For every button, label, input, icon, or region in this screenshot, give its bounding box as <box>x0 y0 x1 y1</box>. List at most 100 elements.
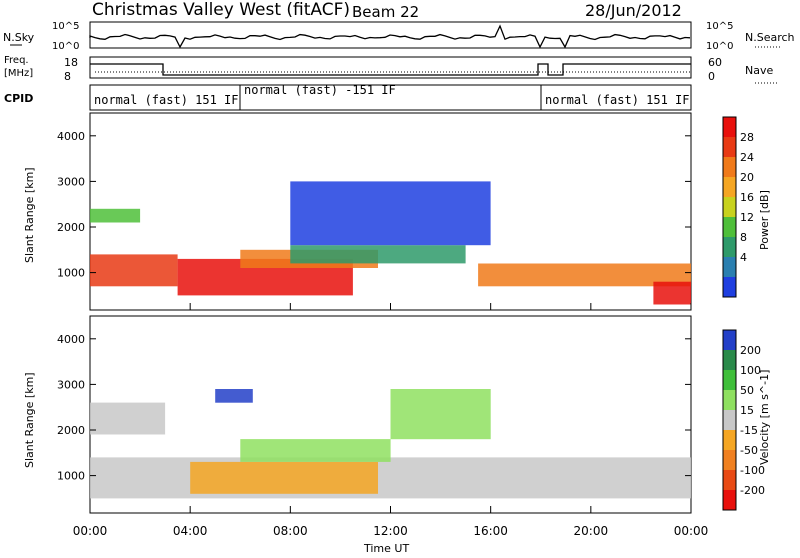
colorbar-segment <box>723 350 736 370</box>
power-cells <box>90 181 691 305</box>
freq-tick-bottom: 8 <box>64 70 71 83</box>
colorbar-tick-label: 15 <box>740 404 754 417</box>
colorbar-frame <box>722 116 737 298</box>
velocity-colorbar: 200 100 50 15 -15 -50 -100 -200 <box>722 329 765 511</box>
noise-sky-label: N.Sky <box>3 31 35 44</box>
power-colorbar-label: Power [dB] <box>758 190 771 250</box>
echo-region <box>90 402 166 435</box>
nave-tick-top: 60 <box>708 56 722 69</box>
colorbar-frame <box>722 329 737 511</box>
colorbar-tick-label: 20 <box>740 171 754 184</box>
echo-region <box>290 245 466 264</box>
noise-tick-left-top: 10^5 <box>52 21 79 32</box>
velocity-y-axis-label: Slant Range [km] <box>23 372 36 468</box>
echo-region <box>190 461 378 494</box>
colorbar-segment <box>723 330 736 350</box>
colorbar-segment <box>723 390 736 410</box>
echo-region <box>90 208 141 223</box>
frequency-strip: Freq. [MHz] 18 8 60 0 Nave <box>4 55 778 84</box>
power-colorbar: 28 24 20 16 12 8 4 <box>722 116 754 298</box>
colorbar-tick-label: 200 <box>740 344 761 357</box>
y-tick-label: 2000 <box>57 424 85 437</box>
date-label: 28/Jun/2012 <box>585 1 682 20</box>
noise-tick-left-bottom: 10^0 <box>52 41 79 52</box>
velocity-colorbar-label: Velocity [m s^-1] <box>758 370 771 465</box>
colorbar-segment <box>723 277 736 297</box>
nave-tick-bottom: 0 <box>708 70 715 83</box>
power-y-ticks: 1000 2000 3000 4000 <box>57 130 691 280</box>
colorbar-segment <box>723 237 736 257</box>
cpid-segment-2: normal (fast) -151 IF <box>244 83 396 97</box>
x-tick-label: 04:00 <box>173 524 208 538</box>
cpid-segment-1: normal (fast) 151 IF <box>94 93 239 107</box>
colorbar-segment <box>723 157 736 177</box>
x-tick-label: 16:00 <box>473 524 508 538</box>
colorbar-segment <box>723 450 736 470</box>
power-panel: 1000 2000 3000 4000 Slant Range [km] 28 24 20… <box>23 112 771 311</box>
colorbar-segment <box>723 470 736 490</box>
echo-region <box>90 254 178 287</box>
y-tick-label: 1000 <box>57 267 85 280</box>
frequency-trace <box>90 63 691 76</box>
x-tick-label: 00:00 <box>674 524 709 538</box>
echo-region <box>653 281 691 305</box>
cpid-strip: CPID normal (fast) 151 IF normal (fast) … <box>4 83 692 111</box>
x-axis-label: Time UT <box>363 542 409 554</box>
freq-label-line2: [MHz] <box>4 68 33 79</box>
velocity-y-ticks: 1000 2000 3000 4000 <box>57 333 691 483</box>
y-tick-label: 1000 <box>57 470 85 483</box>
echo-region <box>215 389 253 403</box>
noise-tick-right-bottom: 10^0 <box>706 41 733 52</box>
colorbar-segment <box>723 217 736 237</box>
colorbar-segment <box>723 430 736 450</box>
colorbar-tick-label: 16 <box>740 191 754 204</box>
colorbar-segment <box>723 257 736 277</box>
colorbar-tick-label: -100 <box>740 464 765 477</box>
colorbar-segment <box>723 137 736 157</box>
velocity-cells <box>90 389 691 499</box>
colorbar-segment <box>723 490 736 510</box>
colorbar-tick-label: -50 <box>740 444 758 457</box>
freq-tick-top: 18 <box>64 56 78 69</box>
echo-region <box>90 457 691 499</box>
y-tick-label: 4000 <box>57 130 85 143</box>
echo-region <box>478 263 691 287</box>
noise-trace <box>89 24 691 49</box>
noise-strip: N.Sky 10^5 10^0 10^5 10^0 N.Search <box>3 21 795 52</box>
station-title: Christmas Valley West (fitACF) <box>92 0 350 20</box>
y-tick-label: 3000 <box>57 175 85 188</box>
colorbar-tick-label: 100 <box>740 364 761 377</box>
velocity-panel: 1000 2000 3000 4000 Slant Range [km] 200 100… <box>23 315 771 514</box>
echo-region <box>290 181 491 246</box>
noise-search-label: N.Search <box>745 31 795 44</box>
colorbar-segment <box>723 177 736 197</box>
colorbar-tick-label: 4 <box>740 251 747 264</box>
colorbar-segment <box>723 117 736 137</box>
cpid-label: CPID <box>4 92 33 105</box>
x-axis-ticks: 00:00 04:00 08:00 12:00 16:00 20:00 00:00 <box>73 303 709 538</box>
echo-region <box>390 389 491 440</box>
x-tick-label: 08:00 <box>273 524 308 538</box>
colorbar-segment <box>723 370 736 390</box>
colorbar-tick-label: 50 <box>740 384 754 397</box>
beam-label: Beam 22 <box>352 3 419 21</box>
y-tick-label: 3000 <box>57 378 85 391</box>
y-tick-label: 2000 <box>57 221 85 234</box>
y-tick-label: 4000 <box>57 333 85 346</box>
x-tick-label: 12:00 <box>373 524 408 538</box>
colorbar-segment <box>723 197 736 217</box>
echo-region <box>240 439 391 462</box>
x-tick-label: 00:00 <box>73 524 108 538</box>
power-y-axis-label: Slant Range [km] <box>23 167 36 263</box>
freq-label-line1: Freq. <box>4 55 29 66</box>
colorbar-tick-label: -200 <box>740 484 765 497</box>
nave-label: Nave <box>745 64 773 77</box>
colorbar-tick-label: 28 <box>740 131 754 144</box>
colorbar-tick-label: 24 <box>740 151 754 164</box>
colorbar-tick-label: 8 <box>740 231 747 244</box>
colorbar-segment <box>723 410 736 430</box>
x-tick-label: 20:00 <box>574 524 609 538</box>
cpid-segment-3: normal (fast) 151 IF <box>545 93 690 107</box>
colorbar-tick-label: -15 <box>740 424 758 437</box>
